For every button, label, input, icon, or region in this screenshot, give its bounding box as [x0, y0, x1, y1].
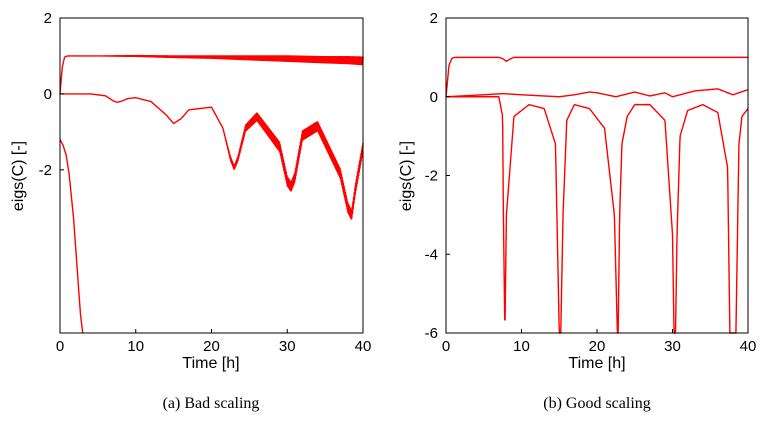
x-tick-label: 30	[664, 338, 681, 355]
y-tick-label: 0	[44, 86, 52, 103]
axis-ticks: 0 10 20 30 40 -6 -4 -2 0 2	[425, 10, 757, 355]
plot-curves	[59, 54, 364, 334]
x-tick-label: 40	[355, 338, 372, 355]
x-tick-label: 20	[589, 338, 606, 355]
series-line-2	[445, 88, 749, 98]
y-axis-label: eigs(C) [-]	[10, 141, 27, 211]
y-tick-label: -4	[425, 246, 438, 263]
x-axis-label: Time [h]	[182, 355, 239, 372]
y-tick-label: -2	[39, 162, 52, 179]
series-line-1	[445, 56, 749, 97]
caption: (b) Good scaling	[543, 395, 651, 412]
x-tick-label: 0	[56, 338, 64, 355]
y-tick-label: -2	[425, 168, 438, 185]
x-tick-label: 30	[279, 338, 296, 355]
caption: (a) Bad scaling	[163, 395, 260, 412]
x-axis-label: Time [h]	[568, 355, 625, 372]
y-tick-label: -6	[425, 325, 438, 342]
series-line-3	[445, 96, 749, 334]
plot-curves	[445, 56, 749, 334]
axes-frame	[59, 17, 364, 334]
axis-ticks: 0 10 20 30 40 -2 0 2	[39, 10, 372, 355]
y-tick-label: 2	[44, 10, 52, 27]
x-tick-label: 10	[127, 338, 144, 355]
chart-panel-bad-scaling: 0 10 20 30 40 -2 0 2 Time [h] eigs(C) [-] (a) B…	[10, 10, 371, 412]
chart-panel-good-scaling: 0 10 20 30 40 -6 -4 -2 0 2 Time [h] eigs(C) [-] (…	[398, 10, 756, 412]
x-tick-label: 10	[513, 338, 530, 355]
y-tick-label: 2	[430, 10, 438, 27]
axes-frame	[445, 17, 749, 334]
x-tick-label: 20	[203, 338, 220, 355]
y-tick-label: 0	[430, 89, 438, 106]
series-line-2	[59, 93, 364, 220]
x-tick-label: 0	[442, 338, 450, 355]
series-line-3	[59, 139, 84, 334]
series-line-1	[59, 54, 364, 94]
x-tick-label: 40	[740, 338, 757, 355]
y-axis-label: eigs(C) [-]	[398, 141, 415, 211]
